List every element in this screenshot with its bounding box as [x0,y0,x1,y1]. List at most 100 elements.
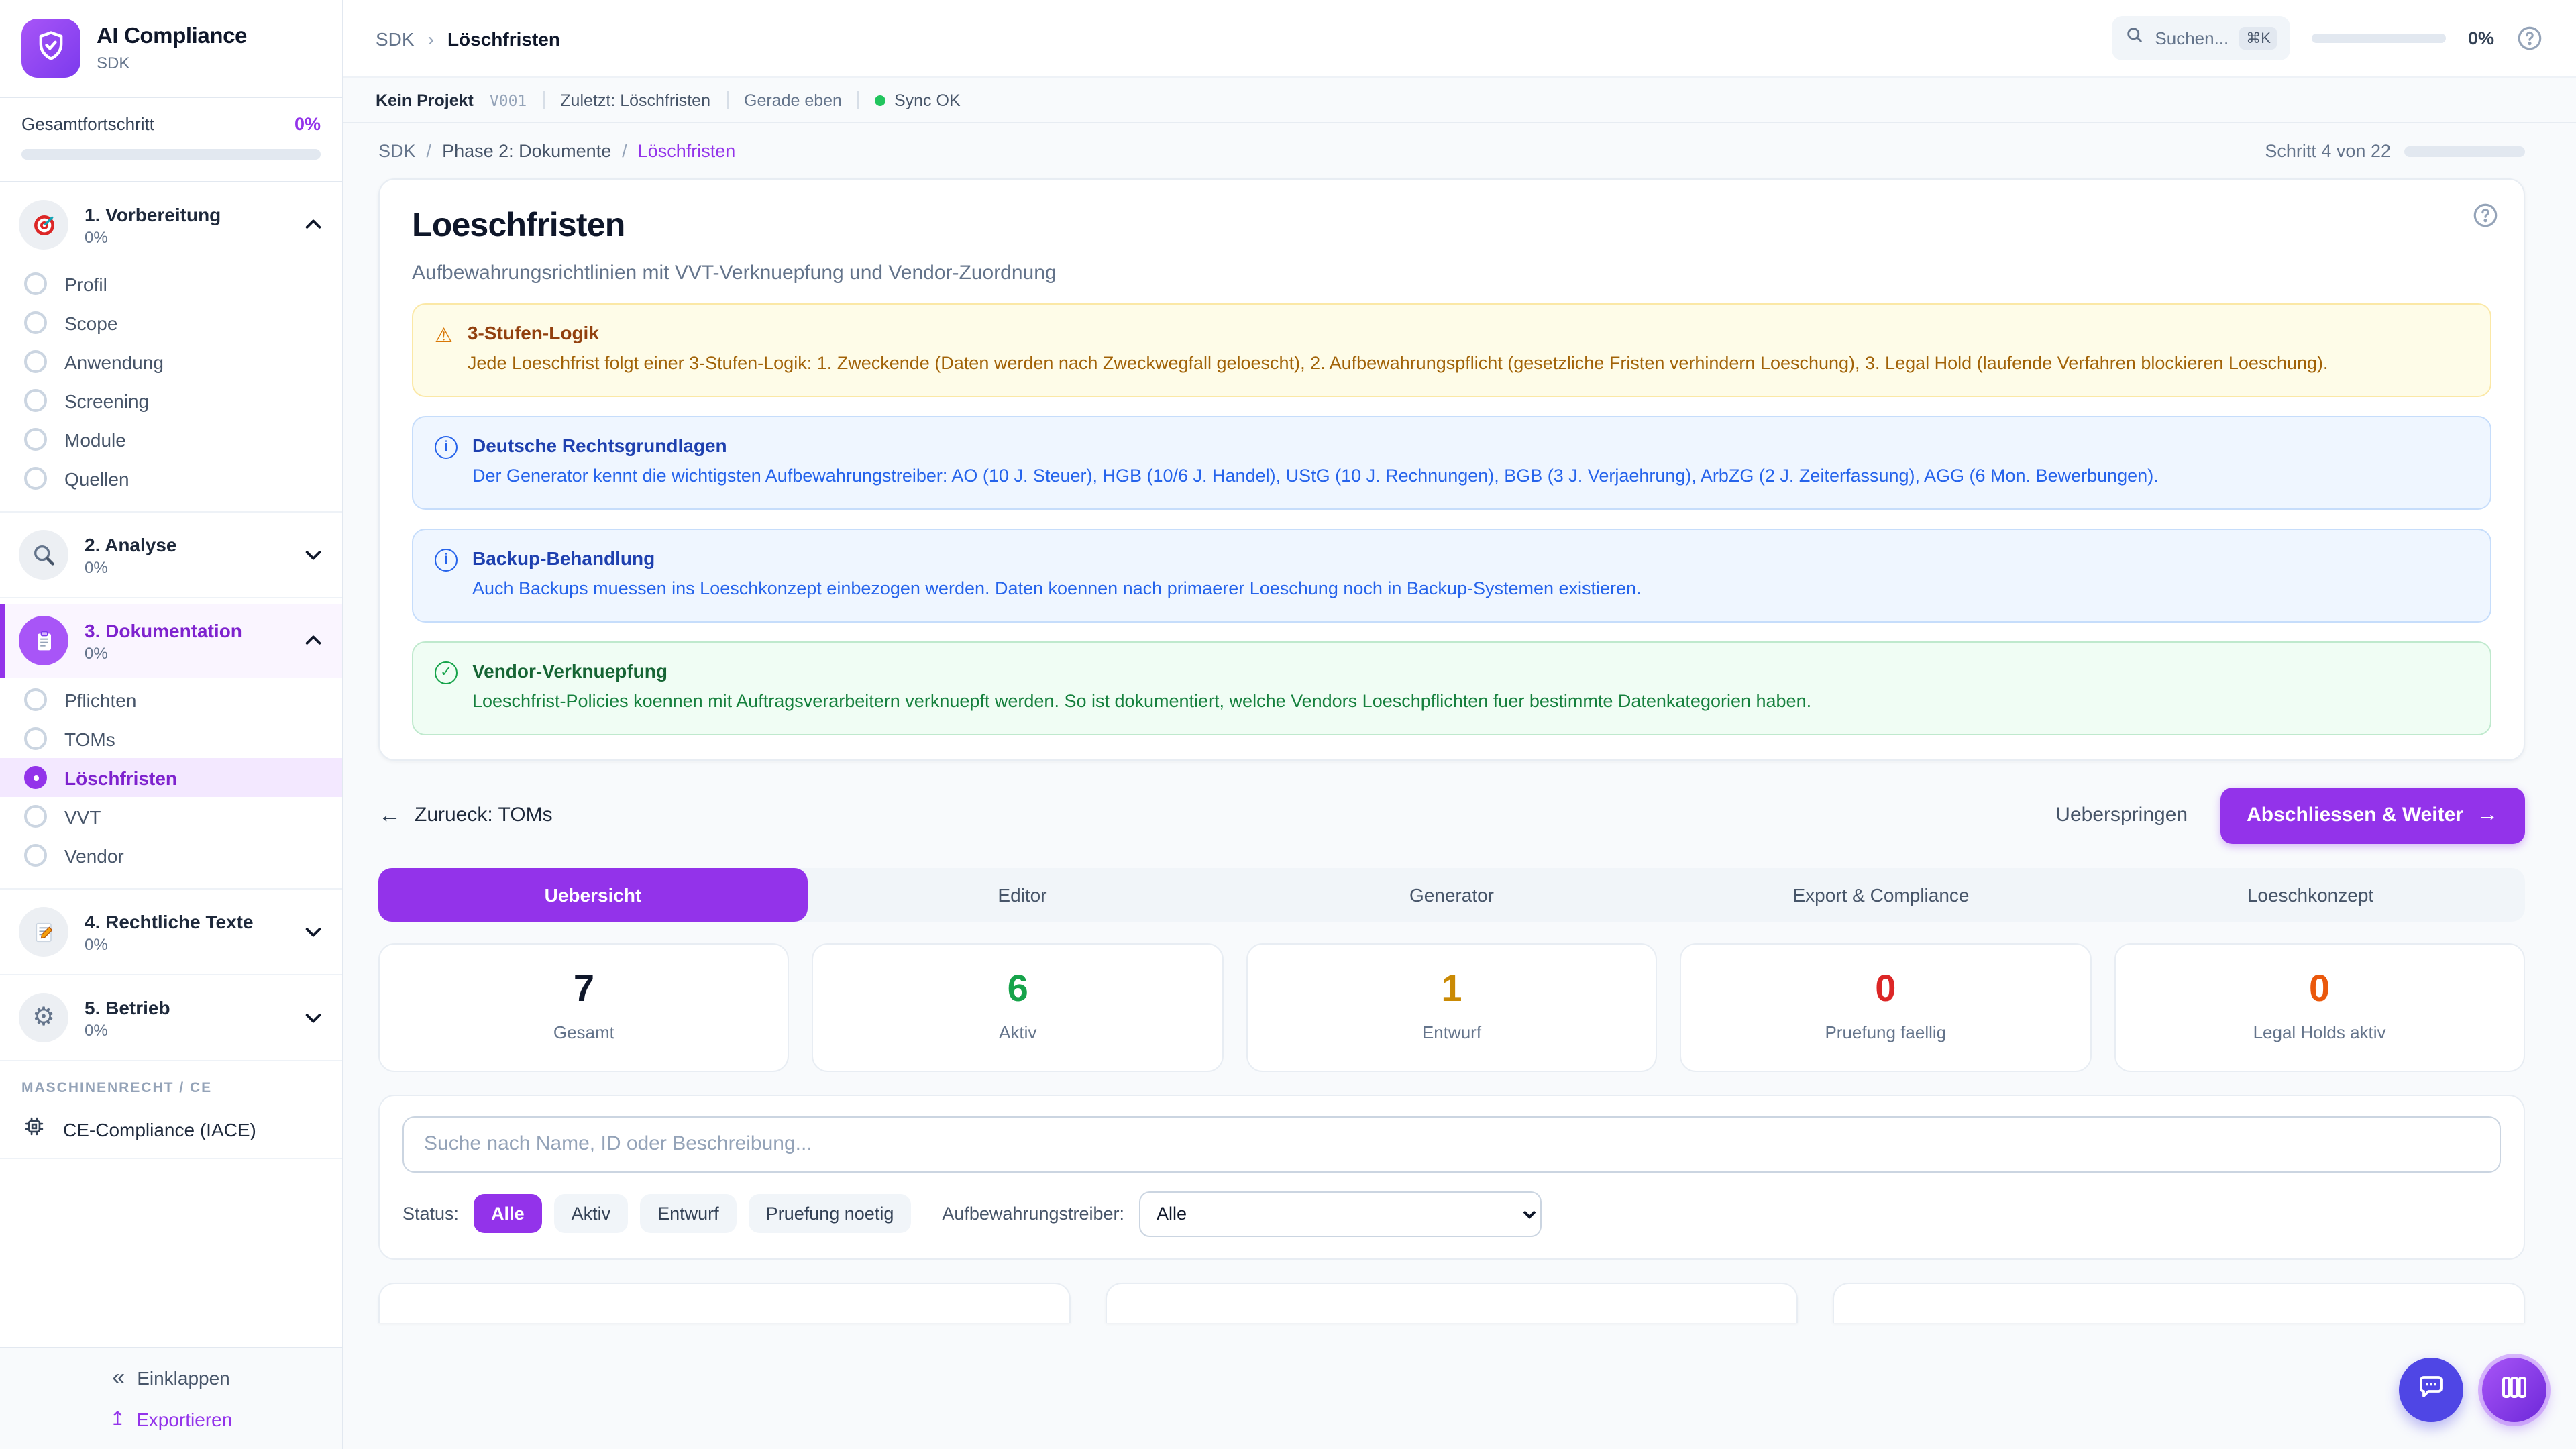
board-view-fab-button[interactable] [2482,1358,2546,1422]
sidebar-item-label: Module [64,429,126,450]
status-pill-alle[interactable]: Alle [474,1194,542,1234]
gear-icon: ⚙ [19,993,68,1042]
radio-icon [24,389,47,412]
chat-fab-button[interactable] [2399,1358,2463,1422]
section-items: Pflichten TOMs Löschfristen VVT [0,678,342,883]
sidebar-item-pflichten[interactable]: Pflichten [0,680,342,719]
stat-card-legal-holds: 0 Legal Holds aktiv [2114,943,2525,1072]
radio-icon [24,727,47,750]
status-bar: Kein Projekt V001 Zuletzt: Löschfristen … [343,78,2576,123]
nav-section-vorbereitung: 1. Vorbereitung 0% Profil Scope [0,182,342,513]
chevron-down-icon [303,545,323,565]
section-header-vorbereitung[interactable]: 1. Vorbereitung 0% [0,188,342,262]
help-icon[interactable] [2471,201,2500,236]
section-header-analyse[interactable]: 2. Analyse 0% [0,518,342,592]
tab-generator[interactable]: Generator [1409,883,1495,906]
radio-icon [24,844,47,867]
radio-icon [24,311,47,334]
sidebar-item-ce-compliance[interactable]: CE-Compliance (IACE) [0,1102,342,1159]
shield-check-icon [34,28,68,69]
check-circle-icon: ✓ [435,661,458,684]
page-breadcrumb-row: SDK / Phase 2: Dokumente / Löschfristen … [343,123,2576,176]
sidebar-item-label: Vendor [64,845,124,866]
radio-icon [24,272,47,295]
collapse-sidebar-button[interactable]: « Einklappen [112,1364,230,1391]
back-button[interactable]: ← Zurueck: TOMs [378,802,553,828]
sync-ok-dot-icon [875,95,886,105]
search-shortcut-badge: ⌘K [2239,27,2277,50]
tab-loeschkonzept[interactable]: Loeschkonzept [2247,883,2374,906]
policy-card[interactable] [1833,1282,2525,1323]
callout-title: Deutsche Rechtsgrundlagen [472,434,727,456]
breadcrumb-root[interactable]: SDK [376,28,415,49]
app-title: AI Compliance [97,24,248,48]
sidebar-item-label: Anwendung [64,351,164,372]
topbar-right: Suchen... ⌘K 0% [2112,16,2544,60]
sidebar-item-loeschfristen[interactable]: Löschfristen [0,758,342,797]
breadcrumb-current: Löschfristen [637,141,736,161]
stat-card-pruefung-faellig: 0 Pruefung faellig [1680,943,2092,1072]
main-area: SDK › Löschfristen Suchen... ⌘K 0% [343,0,2576,1449]
section-header-dokumentation[interactable]: 3. Dokumentation 0% [0,604,342,678]
callout-success-vendor: ✓ Vendor-Verknuepfung Loeschfrist-Polici… [412,641,2491,735]
divider [727,91,728,109]
policy-card[interactable] [378,1282,1071,1323]
stat-value: 7 [573,967,594,1009]
stat-label: Entwurf [1421,1022,1482,1042]
section-label: 1. Vorbereitung [85,203,221,225]
complete-next-button[interactable]: Abschliessen & Weiter → [2220,787,2525,844]
sidebar-item-scope[interactable]: Scope [0,303,342,342]
memo-icon [19,907,68,957]
radio-selected-icon [24,766,47,789]
status-filter-label: Status: [402,1203,460,1224]
status-pill-aktiv[interactable]: Aktiv [553,1194,629,1234]
treiber-select[interactable]: Alle [1139,1191,1542,1237]
overall-progress-bar [21,149,321,160]
section-progress: 0% [85,1020,108,1039]
sidebar-group-label: MASCHINENRECHT / CE [21,1080,213,1096]
breadcrumb: SDK / Phase 2: Dokumente / Löschfristen [378,141,735,161]
sidebar-item-screening[interactable]: Screening [0,381,342,420]
policy-search-input[interactable] [402,1116,2501,1173]
sidebar-item-label: TOMs [64,728,115,749]
sidebar-item-profil[interactable]: Profil [0,264,342,303]
breadcrumb-phase[interactable]: Phase 2: Dokumente [442,141,612,161]
policy-card[interactable] [1106,1282,1798,1323]
callout-body: Loeschfrist-Policies koennen mit Auftrag… [472,690,1812,711]
tab-uebersicht[interactable]: Uebersicht [378,867,808,922]
callout-info-backup: i Backup-Behandlung Auch Backups muessen… [412,528,2491,623]
callout-title: 3-Stufen-Logik [467,322,599,343]
sidebar-item-anwendung[interactable]: Anwendung [0,342,342,381]
info-icon: i [435,435,458,459]
treiber-filter-label: Aufbewahrungstreiber: [942,1203,1125,1224]
sidebar-item-toms[interactable]: TOMs [0,719,342,758]
export-button[interactable]: ↥ Exportieren [110,1407,233,1430]
step-label: Schritt 4 von 22 [2265,141,2391,161]
sidebar-item-module[interactable]: Module [0,420,342,459]
tab-editor[interactable]: Editor [998,883,1047,906]
warning-triangle-icon: ⚠ [435,325,453,347]
collapse-label: Einklappen [137,1367,230,1389]
sidebar-item-label: Scope [64,312,118,333]
global-search-button[interactable]: Suchen... ⌘K [2112,16,2291,60]
divider [543,91,545,109]
section-header-rechtliche-texte[interactable]: 4. Rechtliche Texte 0% [0,895,342,969]
chip-icon [21,1114,47,1146]
sidebar-item-vvt[interactable]: VVT [0,797,342,836]
radio-icon [24,350,47,373]
section-header-betrieb[interactable]: ⚙ 5. Betrieb 0% [0,981,342,1055]
sidebar-item-label: Quellen [64,468,129,489]
skip-button[interactable]: Ueberspringen [2055,804,2188,827]
status-pill-entwurf[interactable]: Entwurf [640,1194,737,1234]
stat-label: Aktiv [999,1022,1037,1042]
policy-cards-row [378,1282,2525,1323]
help-icon[interactable] [2516,24,2544,52]
app-subtitle: SDK [97,54,130,72]
chevron-down-icon [303,1008,323,1028]
sidebar-item-vendor[interactable]: Vendor [0,836,342,875]
status-pill-pruefung-noetig[interactable]: Pruefung noetig [748,1194,912,1234]
sidebar-item-quellen[interactable]: Quellen [0,459,342,498]
breadcrumb-root[interactable]: SDK [378,141,416,161]
overall-progress: Gesamtfortschritt 0% [0,98,342,182]
tab-export-compliance[interactable]: Export & Compliance [1792,883,1970,906]
